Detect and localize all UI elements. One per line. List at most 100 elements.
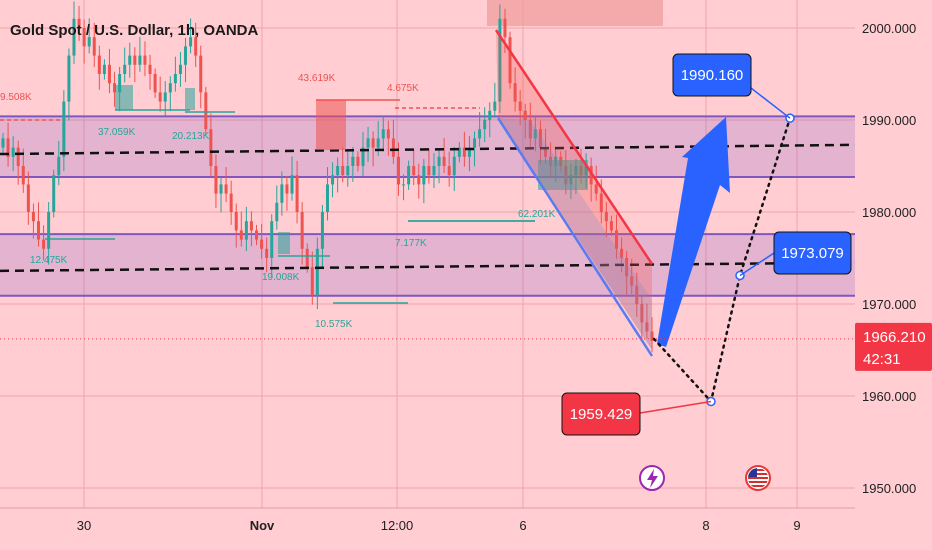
- candle-body: [52, 175, 56, 212]
- candle: [488, 102, 492, 138]
- candle: [255, 224, 259, 246]
- candle-body: [381, 129, 385, 139]
- candle: [447, 151, 451, 187]
- candle: [407, 160, 411, 190]
- candle: [62, 90, 66, 172]
- candle-body: [31, 212, 35, 222]
- flash-event-icon[interactable]: [639, 465, 665, 491]
- candle: [260, 223, 264, 259]
- candle-body: [407, 166, 411, 185]
- candle: [31, 203, 35, 239]
- candle: [432, 153, 436, 189]
- candle: [620, 237, 624, 273]
- candle: [113, 71, 117, 107]
- candle: [650, 317, 654, 353]
- candle: [457, 142, 461, 163]
- candle: [280, 171, 284, 216]
- candle: [498, 4, 502, 114]
- candle-body: [625, 258, 629, 277]
- candle-body: [87, 37, 91, 47]
- candle: [97, 45, 101, 90]
- target-callout-box: [672, 53, 752, 97]
- candle-body: [143, 55, 147, 65]
- candle: [265, 237, 269, 273]
- mid-callout-connector: [739, 252, 775, 277]
- low-callout-connector: [639, 400, 712, 414]
- candle-body: [158, 92, 162, 102]
- candle-body: [255, 230, 259, 240]
- current-price-badge[interactable]: 1966.210 42:31: [855, 322, 932, 371]
- candle: [189, 18, 193, 54]
- candle-body: [326, 184, 329, 212]
- price-tick-label: 1950.000: [862, 481, 916, 496]
- candle: [87, 18, 91, 54]
- mid-callout[interactable]: 1973.079: [739, 231, 852, 277]
- candle-body: [204, 92, 208, 130]
- candle-body: [528, 120, 532, 139]
- candle-body: [513, 83, 517, 102]
- candle-body: [599, 193, 603, 212]
- bullish-arrow: [657, 117, 730, 347]
- target-callout-connector: [750, 87, 791, 119]
- candle-body: [133, 55, 137, 65]
- candle-body: [249, 221, 253, 231]
- candle-body: [82, 28, 86, 47]
- candle-body: [189, 37, 193, 47]
- channel-lower-line: [496, 117, 654, 357]
- candle-body: [128, 55, 132, 65]
- candle: [285, 175, 289, 211]
- candle-body: [356, 156, 360, 166]
- candle: [412, 150, 416, 186]
- channel-upper-line: [494, 29, 654, 265]
- volume-marker: 10.575K: [315, 302, 408, 330]
- callouts-layer[interactable]: 1990.160 1973.079 1959.429: [561, 53, 852, 436]
- candle-body: [67, 55, 71, 102]
- candle-body: [437, 156, 441, 166]
- candle-body: [432, 166, 436, 176]
- candle: [184, 37, 188, 83]
- low-callout[interactable]: 1959.429: [561, 392, 712, 436]
- candle: [518, 90, 522, 126]
- candle-body: [538, 129, 542, 148]
- candle-body: [396, 156, 400, 185]
- candle: [452, 146, 456, 192]
- mid-callout-label: 1973.079: [781, 245, 844, 262]
- candle: [508, 31, 512, 89]
- candle-body: [36, 221, 40, 240]
- time-tick-label: 12:00: [381, 518, 414, 533]
- candle: [214, 154, 218, 208]
- candle-body: [544, 147, 548, 157]
- candle: [523, 103, 527, 139]
- candle: [594, 165, 598, 201]
- channel-fill-upper: [496, 30, 652, 350]
- candle: [11, 136, 15, 172]
- volume-marker: 19.008K: [262, 232, 330, 283]
- price-axis[interactable]: 2000.000 1990.000 1980.000 1970.000 1960.000…: [855, 0, 932, 550]
- candle: [224, 167, 228, 203]
- candle: [219, 177, 223, 213]
- candle-body: [47, 212, 51, 249]
- target-callout-label: 1990.160: [681, 67, 744, 84]
- candle-body: [351, 156, 355, 166]
- candle: [57, 140, 61, 186]
- candle-body: [72, 18, 76, 56]
- chart-title: Gold Spot / U.S. Dollar, 1h, OANDA: [10, 22, 259, 39]
- candle: [92, 22, 96, 68]
- volume-marker: 9.508K: [0, 92, 60, 121]
- us-flag-icon[interactable]: [745, 465, 771, 491]
- candle: [483, 107, 487, 143]
- candle-body: [290, 175, 294, 194]
- price-tick-label: 1980.000: [862, 205, 916, 220]
- candle: [168, 76, 172, 112]
- time-axis[interactable]: 30 Nov 12:00 6 8 9: [0, 507, 932, 550]
- candle: [625, 251, 629, 296]
- supply-box: [487, 0, 663, 26]
- target-callout[interactable]: 1990.160: [672, 53, 791, 119]
- candle: [320, 205, 324, 268]
- candle-body: [214, 166, 218, 194]
- candle-body: [62, 101, 66, 157]
- candle-body: [107, 64, 111, 84]
- candle-body: [168, 83, 172, 93]
